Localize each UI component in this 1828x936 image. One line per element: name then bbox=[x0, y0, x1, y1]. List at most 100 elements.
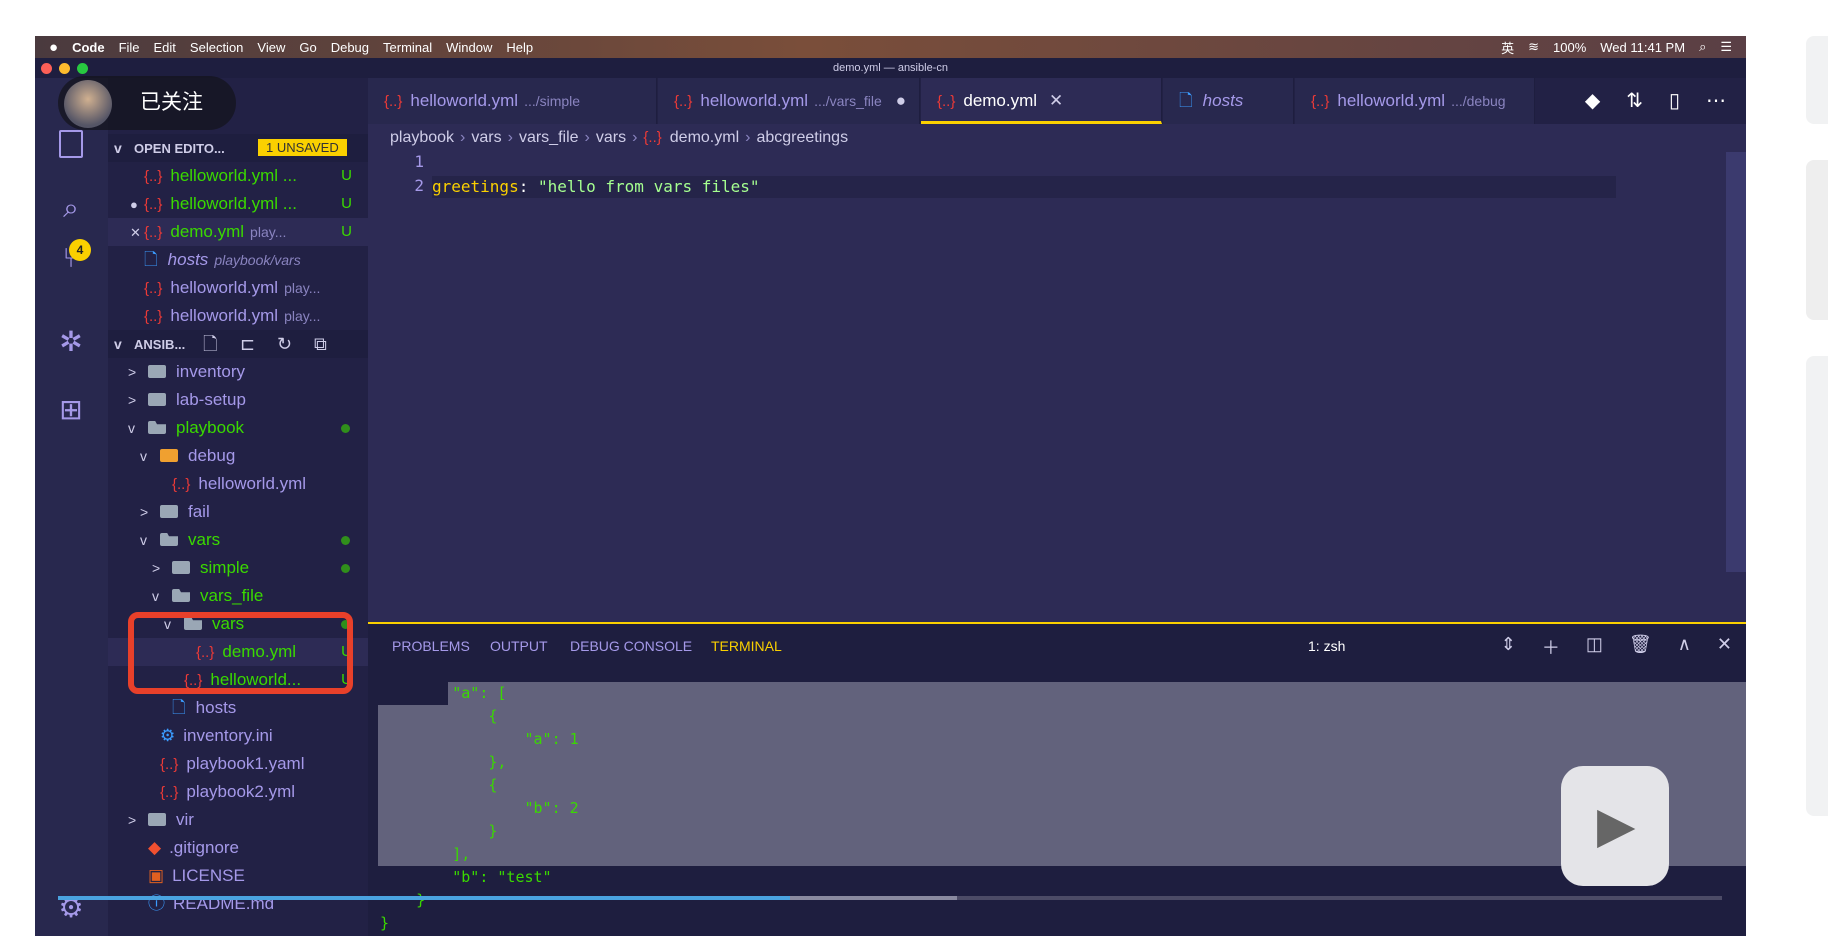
panel-tab-terminal[interactable]: TERMINAL bbox=[711, 638, 782, 654]
minimize-window-button[interactable] bbox=[59, 63, 70, 74]
code-editor[interactable]: 1 2 greetings: "hello from vars files" bbox=[368, 152, 1746, 622]
unsaved-dot-icon[interactable]: ● bbox=[895, 91, 907, 110]
terminal-output[interactable]: "a": [ { "a": 1 }, { "b": 2 } ], "b": "t… bbox=[368, 682, 1746, 935]
tab-close-icon[interactable]: ✕ bbox=[1049, 91, 1064, 110]
new-terminal-icon[interactable]: ＋ bbox=[1541, 638, 1560, 658]
panel-tab-problems[interactable]: PROBLEMS bbox=[392, 638, 470, 654]
tree-item-inventory[interactable]: > inventory bbox=[108, 358, 368, 386]
menu-view[interactable]: View bbox=[257, 39, 286, 55]
project-header[interactable]: v ANSIB... 🗋 ⊏ ↻ ⧉ bbox=[108, 330, 368, 358]
search-icon[interactable]: ⌕ bbox=[1699, 39, 1707, 54]
more-actions-icon[interactable]: ⋯ bbox=[1706, 90, 1726, 112]
debug-icon[interactable]: ✲ bbox=[59, 326, 83, 357]
avatar[interactable] bbox=[64, 80, 112, 128]
tab-hosts[interactable]: 🗋 hosts bbox=[1163, 78, 1294, 124]
tree-item-simple[interactable]: > simple bbox=[108, 554, 368, 582]
tree-item--gitignore[interactable]: ◆ .gitignore bbox=[108, 834, 368, 862]
vscode-window: ● Code File Edit Selection View Go Debug Termin… bbox=[35, 36, 1746, 936]
video-progress-bar[interactable] bbox=[58, 896, 1722, 900]
tree-item-inventory-ini[interactable]: ⚙ inventory.ini bbox=[108, 722, 368, 750]
line-number: 1 bbox=[414, 152, 424, 171]
open-editor-prefix[interactable]: ✕ bbox=[130, 225, 141, 240]
breadcrumb-item[interactable]: abcgreetings bbox=[756, 129, 849, 146]
open-editor-item[interactable]: {..} helloworld.yml ... U bbox=[108, 162, 368, 190]
compare-changes-icon[interactable]: ⇅ bbox=[1626, 90, 1643, 112]
battery-percent[interactable]: 100% bbox=[1553, 39, 1587, 55]
tab-helloworld-yml[interactable]: {..} helloworld.yml .../vars_file ● bbox=[658, 78, 920, 124]
breadcrumb-item[interactable]: vars bbox=[595, 129, 627, 146]
tab-helloworld-yml[interactable]: {..} helloworld.yml .../debug bbox=[1295, 78, 1535, 124]
editor-scrollbar[interactable] bbox=[1726, 152, 1746, 572]
menu-help[interactable]: Help bbox=[506, 39, 534, 55]
menu-list-icon[interactable]: ☰ bbox=[1720, 39, 1732, 54]
collapse-all-icon[interactable]: ⧉ bbox=[314, 334, 327, 354]
menu-terminal[interactable]: Terminal bbox=[383, 39, 433, 55]
extensions-icon[interactable]: ⊞ bbox=[59, 394, 83, 425]
tree-item-playbook1-yaml[interactable]: {..} playbook1.yaml bbox=[108, 750, 368, 778]
refresh-icon[interactable]: ↻ bbox=[277, 334, 293, 354]
menu-debug[interactable]: Debug bbox=[330, 39, 370, 55]
terminal-select[interactable]: 1: zsh bbox=[1308, 638, 1346, 654]
input-method-icon[interactable]: 英 bbox=[1501, 40, 1515, 56]
panel-tab-output[interactable]: OUTPUT bbox=[490, 638, 548, 654]
new-file-icon[interactable]: 🗋 bbox=[203, 334, 218, 354]
git-icon[interactable]: ◆ bbox=[1584, 90, 1601, 112]
tab-demo-yml[interactable]: {..} demo.yml ✕ bbox=[921, 78, 1162, 124]
breadcrumb-item[interactable]: vars_file bbox=[518, 129, 579, 146]
split-terminal-icon[interactable]: ◫ bbox=[1585, 634, 1603, 654]
open-editor-item[interactable]: ✕ {..} demo.yml play... U bbox=[108, 218, 368, 246]
tree-item-playbook2-yml[interactable]: {..} playbook2.yml bbox=[108, 778, 368, 806]
trash-icon[interactable]: 🗑 bbox=[1628, 634, 1652, 654]
menu-go[interactable]: Go bbox=[299, 39, 317, 55]
side-thumbnail[interactable] bbox=[1806, 160, 1828, 320]
apple-icon[interactable]: ● bbox=[49, 38, 59, 56]
wifi-icon[interactable]: ≋ bbox=[1528, 39, 1540, 54]
breadcrumb-item[interactable]: demo.yml bbox=[669, 129, 740, 146]
tree-item-README-md[interactable]: ⓘ README.md bbox=[108, 890, 368, 918]
tree-item-vars[interactable]: v vars bbox=[108, 526, 368, 554]
tree-item-helloworld-yml[interactable]: {..} helloworld.yml bbox=[108, 470, 368, 498]
clock[interactable]: Wed 11:41 PM bbox=[1600, 39, 1686, 55]
tree-item-vir[interactable]: > vir bbox=[108, 806, 368, 834]
menu-window[interactable]: Window bbox=[446, 39, 493, 55]
breadcrumb-item[interactable]: vars bbox=[471, 129, 502, 146]
maximize-window-button[interactable] bbox=[77, 63, 88, 74]
tree-item-fail[interactable]: > fail bbox=[108, 498, 368, 526]
tree-item-vars[interactable]: v vars bbox=[108, 610, 368, 638]
tab-label: demo.yml bbox=[963, 91, 1038, 110]
new-folder-icon[interactable]: ⊏ bbox=[240, 334, 256, 354]
open-editor-item[interactable]: {..} helloworld.yml play... bbox=[108, 274, 368, 302]
menu-code[interactable]: Code bbox=[72, 39, 105, 55]
tree-item-hosts[interactable]: 🗋 hosts bbox=[108, 694, 368, 722]
tree-item-playbook[interactable]: v playbook bbox=[108, 414, 368, 442]
open-editor-item[interactable]: ● {..} helloworld.yml ... U bbox=[108, 190, 368, 218]
open-editor-item[interactable]: {..} helloworld.yml play... bbox=[108, 302, 368, 330]
breadcrumb-item[interactable]: playbook bbox=[390, 129, 455, 146]
split-editor-icon[interactable]: ▯ bbox=[1668, 90, 1680, 112]
explorer-icon[interactable] bbox=[59, 130, 83, 158]
maximize-panel-icon[interactable]: ∧ bbox=[1677, 634, 1691, 654]
yaml-icon: {..} bbox=[1311, 93, 1330, 110]
tree-item-LICENSE[interactable]: ▣ LICENSE bbox=[108, 862, 368, 890]
tree-item-debug[interactable]: v debug bbox=[108, 442, 368, 470]
mac-menubar: ● Code File Edit Selection View Go Debug Termin… bbox=[35, 36, 1746, 58]
tab-helloworld-yml[interactable]: {..} helloworld.yml .../simple bbox=[368, 78, 657, 124]
open-editors-header[interactable]: v OPEN EDITO... 1 UNSAVED bbox=[108, 134, 368, 162]
menu-file[interactable]: File bbox=[118, 39, 140, 55]
open-editor-prefix[interactable]: ● bbox=[130, 197, 138, 212]
menu-selection[interactable]: Selection bbox=[189, 39, 244, 55]
close-window-button[interactable] bbox=[41, 63, 52, 74]
close-panel-icon[interactable]: ✕ bbox=[1716, 634, 1732, 654]
tree-item-demo-yml[interactable]: {..} demo.yml U bbox=[108, 638, 368, 666]
select-arrows-icon[interactable]: ⇕ bbox=[1500, 634, 1516, 654]
code-line[interactable]: greetings: "hello from vars files" bbox=[432, 176, 1616, 198]
tree-item-vars-file[interactable]: v vars_file bbox=[108, 582, 368, 610]
open-editor-item[interactable]: 🗋 hosts playbook/vars bbox=[108, 246, 368, 274]
breadcrumb-separator-icon: › bbox=[460, 129, 466, 146]
bilibili-play-logo[interactable]: ▶ bbox=[1561, 766, 1669, 886]
search-icon[interactable]: ⌕ bbox=[63, 192, 79, 223]
tree-item-lab-setup[interactable]: > lab-setup bbox=[108, 386, 368, 414]
menu-edit[interactable]: Edit bbox=[153, 39, 176, 55]
tree-item-helloworld-[interactable]: {..} helloworld... U bbox=[108, 666, 368, 694]
panel-tab-debug-console[interactable]: DEBUG CONSOLE bbox=[570, 638, 693, 654]
